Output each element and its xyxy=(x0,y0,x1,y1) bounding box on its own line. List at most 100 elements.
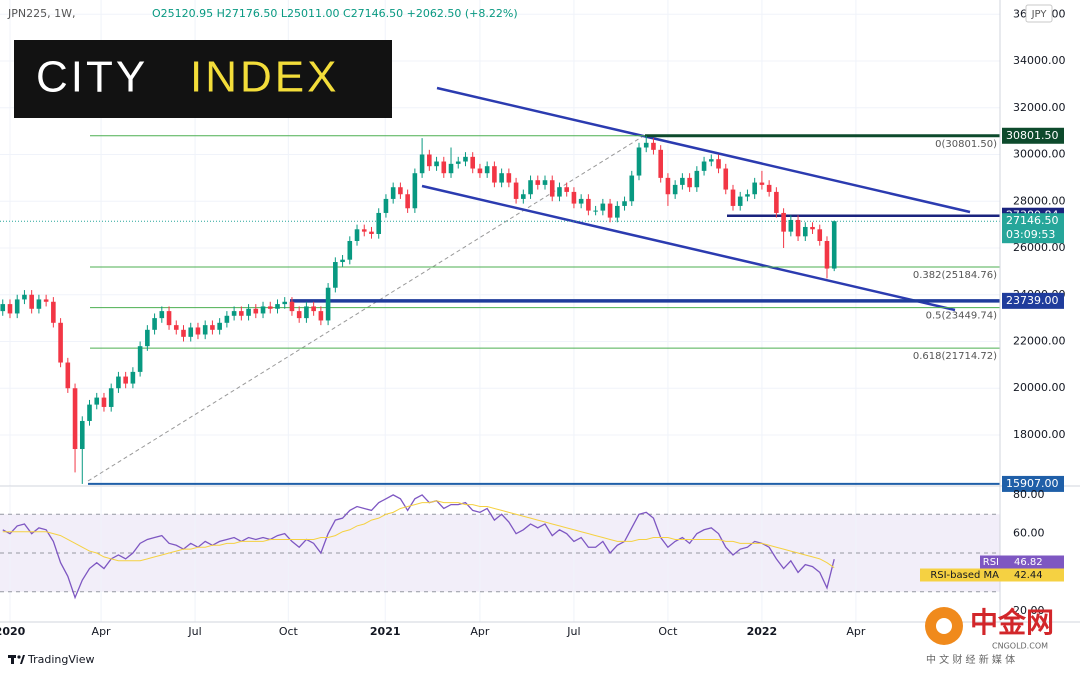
candle-body xyxy=(716,159,721,169)
candle-body xyxy=(817,229,823,241)
candle-body xyxy=(737,196,743,206)
rsi-value: 46.82 xyxy=(1014,557,1043,568)
x-tick-label: Apr xyxy=(846,625,866,638)
candle-body xyxy=(788,219,794,232)
watermark: 中金网 CNGOLD.COM 中 文 财 经 新 媒 体 xyxy=(925,606,1054,666)
candle-body xyxy=(137,346,143,372)
candle-body xyxy=(101,397,107,407)
candle-body xyxy=(593,210,598,212)
watermark-icon xyxy=(936,618,952,634)
candle-body xyxy=(781,212,786,232)
candle-body xyxy=(311,306,316,312)
candle-body xyxy=(340,259,345,263)
candle-body xyxy=(615,205,620,218)
candle-body xyxy=(477,168,483,174)
fib-label: 0.382(25184.76) xyxy=(913,270,997,281)
candle-body xyxy=(709,159,714,162)
candle-body xyxy=(766,184,772,192)
candle-body xyxy=(745,194,750,197)
x-tick-label: Apr xyxy=(92,625,112,638)
price-line-label: 15907.00 xyxy=(1006,477,1059,490)
candle-body xyxy=(376,212,382,234)
candle-body xyxy=(87,404,92,421)
candle-body xyxy=(94,397,100,405)
candle-body xyxy=(318,311,324,321)
x-tick-label: 2020 xyxy=(0,625,26,638)
y-tick-label: 32000.00 xyxy=(1013,101,1066,114)
candle-body xyxy=(65,362,71,389)
x-tick-label: Jul xyxy=(187,625,201,638)
candle-body xyxy=(405,194,410,209)
rsi-tick-label: 20.00 xyxy=(1013,604,1045,617)
channel-lower xyxy=(421,184,956,312)
rsi-line xyxy=(2,500,835,569)
candle-body xyxy=(152,318,157,330)
logo-left: CITY xyxy=(36,53,148,102)
candle-body xyxy=(29,294,34,309)
candle-body xyxy=(79,420,85,450)
candle-body xyxy=(123,376,128,384)
candle-body xyxy=(427,154,432,167)
y-tick-label: 22000.00 xyxy=(1013,334,1066,347)
candle-body xyxy=(275,304,280,309)
rsi-value-tag xyxy=(1002,555,1064,569)
candle-body xyxy=(622,201,627,206)
candle-body xyxy=(246,308,251,316)
candle-body xyxy=(296,311,302,319)
candle-body xyxy=(116,376,121,389)
candle-body xyxy=(774,191,779,213)
candle-body xyxy=(824,240,830,269)
x-tick-label: 2021 xyxy=(370,625,401,638)
rsi-name: RSI-based MA xyxy=(930,570,999,581)
candle-body xyxy=(210,325,215,330)
currency[interactable]: JPY xyxy=(1031,9,1048,20)
candle-body xyxy=(253,308,259,314)
candle-body xyxy=(412,173,418,209)
x-tick-label: Apr xyxy=(470,625,490,638)
watermark-site: CNGOLD.COM xyxy=(992,642,1048,651)
countdown: 03:09:53 xyxy=(1006,228,1055,241)
candle-body xyxy=(354,229,360,241)
candle-body xyxy=(7,304,13,314)
candle-body xyxy=(369,231,374,234)
candle-body xyxy=(506,173,512,183)
x-tick-label: Oct xyxy=(279,625,299,638)
candle-body xyxy=(304,306,309,319)
candle-body xyxy=(441,161,447,174)
rsi-name-tag xyxy=(920,568,1002,582)
candle-body xyxy=(759,182,765,185)
candle-body xyxy=(680,177,685,185)
fib-label: 0(30801.50) xyxy=(935,139,997,150)
candle-body xyxy=(831,221,837,269)
candle-body xyxy=(325,287,331,321)
candle-body xyxy=(521,194,526,199)
x-tick-label: Jul xyxy=(566,625,580,638)
candle-body xyxy=(578,198,584,204)
candle-body xyxy=(22,294,27,300)
candle-body xyxy=(390,187,396,199)
candle-body xyxy=(289,301,295,312)
candle-body xyxy=(535,180,541,185)
candle-body xyxy=(188,327,194,337)
candle-body xyxy=(586,198,591,211)
candle-body xyxy=(549,180,555,197)
candle-body xyxy=(108,388,114,407)
candle-body xyxy=(419,154,425,174)
price-line-label: 23739.00 xyxy=(1006,294,1059,307)
candle-body xyxy=(43,299,49,302)
candle-body xyxy=(398,187,403,195)
candle-body xyxy=(600,203,606,211)
rsi-name-tag xyxy=(980,555,1002,569)
candle-body xyxy=(571,191,577,204)
logo-box xyxy=(14,40,392,118)
currency-box[interactable] xyxy=(1025,4,1053,23)
rsi-value: 42.44 xyxy=(1014,570,1043,581)
candle-body xyxy=(195,327,201,335)
candle-body xyxy=(672,184,678,195)
candle-body xyxy=(347,240,353,260)
candle-body xyxy=(701,161,707,171)
fib-label: 0.618(21714.72) xyxy=(913,351,997,362)
tv-mark xyxy=(11,655,14,664)
fib-label: 0.5(23449.74) xyxy=(926,311,998,322)
candle-body xyxy=(730,189,736,206)
